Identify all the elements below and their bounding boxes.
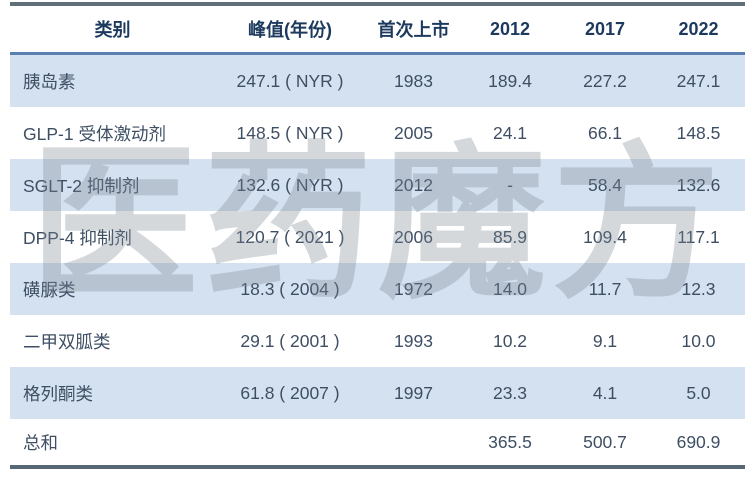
cell-2017: 500.7 — [583, 431, 627, 452]
cell-2017: 66.1 — [587, 122, 623, 143]
table-row: 格列酮类 61.8 ( 2007 ) 1997 23.3 4.1 5.0 — [10, 367, 745, 419]
category-cell: GLP-1 受体激动剂 — [23, 123, 166, 144]
cell-2022: 132.6 — [652, 159, 745, 211]
cell-launch: 2006 — [394, 226, 433, 247]
table-row: 磺脲类 18.3 ( 2004 ) 1972 14.0 11.7 12.3 — [10, 263, 745, 315]
cell-peak: 29.1 ( 2001 ) — [240, 330, 340, 351]
cell-peak: 18.3 ( 2004 ) — [215, 263, 365, 315]
category-cell: 二甲双胍类 — [23, 331, 111, 352]
cell-2022: 690.9 — [676, 431, 721, 452]
cell-2017: 58.4 — [558, 159, 652, 211]
cell-peak: 148.5 ( NYR ) — [236, 122, 344, 143]
cell-2022: 148.5 — [676, 122, 721, 143]
drug-class-sales-table: 类别 峰值(年份) 首次上市 2012 2017 2022 胰岛素 247.1 … — [10, 6, 745, 469]
cell-2022: 10.0 — [681, 330, 716, 351]
table-row: GLP-1 受体激动剂 148.5 ( NYR ) 2005 24.1 66.1… — [10, 107, 745, 159]
cell-launch: 1997 — [365, 367, 462, 419]
total-row: 总和 365.5 500.7 690.9 — [10, 419, 745, 467]
cell-peak: 132.6 ( NYR ) — [215, 159, 365, 211]
category-cell: 格列酮类 — [10, 367, 215, 419]
table-row: SGLT-2 抑制剂 132.6 ( NYR ) 2012 - 58.4 132… — [10, 159, 745, 211]
cell-peak: 247.1 ( NYR ) — [215, 53, 365, 107]
col-header-first-launch: 首次上市 — [365, 6, 462, 55]
top-border-line — [10, 2, 745, 6]
cell-2017: 227.2 — [558, 53, 652, 107]
cell-launch: 1983 — [365, 53, 462, 107]
cell-2017: 11.7 — [558, 263, 652, 315]
cell-launch — [365, 419, 462, 467]
cell-2022: 117.1 — [677, 226, 720, 247]
table-row: 胰岛素 247.1 ( NYR ) 1983 189.4 227.2 247.1 — [10, 53, 745, 107]
cell-2012: 365.5 — [488, 431, 532, 452]
cell-launch: 1972 — [365, 263, 462, 315]
cell-2012: 10.2 — [492, 330, 528, 351]
cell-2012: 23.3 — [462, 367, 558, 419]
category-cell: 总和 — [23, 432, 58, 453]
col-header-2012: 2012 — [462, 6, 558, 55]
cell-launch: 2005 — [394, 122, 433, 143]
table-row: DPP-4 抑制剂 120.7 ( 2021 ) 2006 85.9 109.4… — [10, 211, 745, 263]
cell-2012: - — [462, 159, 558, 211]
category-cell: 胰岛素 — [10, 53, 215, 107]
cell-2022: 12.3 — [652, 263, 745, 315]
col-header-peak-year: 峰值(年份) — [215, 6, 365, 55]
cell-peak: 61.8 ( 2007 ) — [215, 367, 365, 419]
category-cell: 磺脲类 — [10, 263, 215, 315]
cell-2012: 24.1 — [492, 122, 528, 143]
table-row: 二甲双胍类 29.1 ( 2001 ) 1993 10.2 9.1 10.0 — [10, 315, 745, 367]
cell-launch: 2012 — [365, 159, 462, 211]
cell-peak — [215, 419, 365, 467]
cell-2017: 4.1 — [558, 367, 652, 419]
category-cell: SGLT-2 抑制剂 — [10, 159, 215, 211]
header-row: 类别 峰值(年份) 首次上市 2012 2017 2022 — [10, 6, 745, 55]
cell-launch: 1993 — [394, 330, 433, 351]
cell-2017: 109.4 — [583, 226, 627, 247]
cell-peak: 120.7 ( 2021 ) — [235, 226, 345, 247]
col-header-category: 类别 — [10, 6, 215, 55]
cell-2012: 85.9 — [492, 226, 528, 247]
cell-2017: 9.1 — [592, 330, 618, 351]
category-cell: DPP-4 抑制剂 — [23, 227, 132, 248]
cell-2022: 247.1 — [652, 53, 745, 107]
cell-2022: 5.0 — [652, 367, 745, 419]
cell-2012: 189.4 — [462, 53, 558, 107]
cell-2012: 14.0 — [462, 263, 558, 315]
col-header-2017: 2017 — [558, 6, 652, 55]
col-header-2022: 2022 — [652, 6, 745, 55]
